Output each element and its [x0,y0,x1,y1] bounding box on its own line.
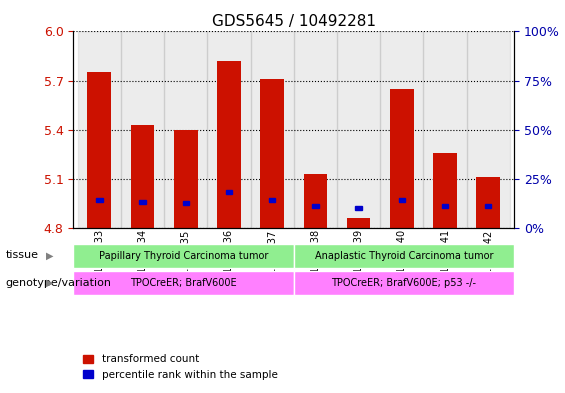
Bar [131,125,154,228]
Text: Anaplastic Thyroid Carcinoma tumor: Anaplastic Thyroid Carcinoma tumor [315,251,493,261]
Bar [269,198,276,202]
Title: GDS5645 / 10492281: GDS5645 / 10492281 [212,14,376,29]
Text: TPOCreER; BrafV600E: TPOCreER; BrafV600E [131,278,237,288]
Bar [121,31,164,228]
Bar [251,31,294,228]
Bar [380,31,423,228]
Bar [312,204,319,208]
Bar [476,177,500,228]
Bar [467,31,510,228]
Bar [164,31,207,228]
Bar [182,200,189,205]
Bar [260,79,284,228]
Bar [174,130,198,228]
Bar [78,31,121,228]
Bar [347,218,371,228]
Text: genotype/variation: genotype/variation [6,278,112,288]
Text: ▶: ▶ [46,250,54,261]
Bar [355,206,362,210]
Bar [337,31,380,228]
Text: Papillary Thyroid Carcinoma tumor: Papillary Thyroid Carcinoma tumor [99,251,268,261]
Bar [226,190,232,194]
Bar [303,174,327,228]
Legend: transformed count, percentile rank within the sample: transformed count, percentile rank withi… [79,350,281,384]
Bar [433,152,457,228]
Bar [294,244,514,268]
Text: tissue: tissue [6,250,38,261]
Bar [398,198,405,202]
Text: ▶: ▶ [46,278,54,288]
Bar [485,204,492,208]
Bar [442,204,448,208]
Bar [88,72,111,228]
Bar [294,271,514,296]
Bar [73,244,294,268]
Bar [140,200,146,204]
Bar [73,271,294,296]
Bar [390,89,414,228]
Bar [294,31,337,228]
Bar [96,198,103,202]
Bar [217,61,241,228]
Bar [423,31,467,228]
Text: TPOCreER; BrafV600E; p53 -/-: TPOCreER; BrafV600E; p53 -/- [332,278,476,288]
Bar [207,31,251,228]
